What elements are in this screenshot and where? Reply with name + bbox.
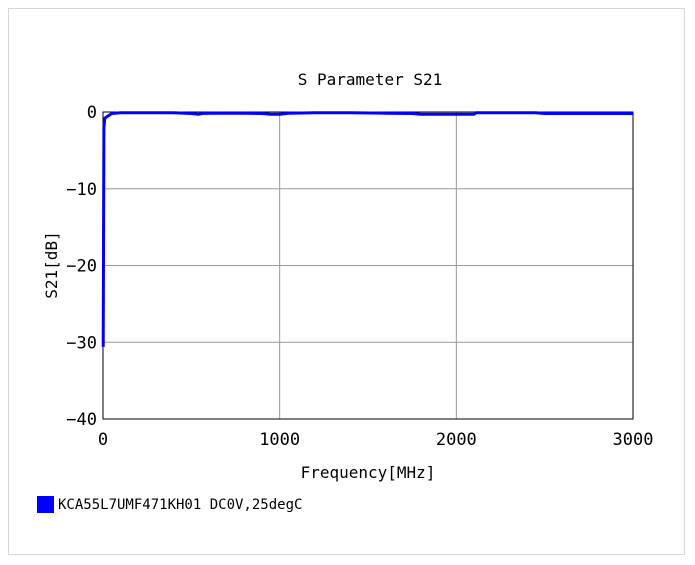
legend-swatch <box>37 496 54 513</box>
x-tick-label: 0 <box>98 430 108 450</box>
x-tick-label: 3000 <box>613 430 654 450</box>
x-tick-label: 2000 <box>436 430 477 450</box>
x-tick-labels: 0 1000 2000 3000 <box>98 430 654 450</box>
chart-frame <box>8 8 685 555</box>
x-tick-label: 1000 <box>259 430 300 450</box>
y-tick-label: −20 <box>66 257 97 277</box>
legend-label: KCA55L7UMF471KH01 DC0V,25degC <box>58 496 303 513</box>
y-tick-label: −40 <box>66 410 97 430</box>
legend: KCA55L7UMF471KH01 DC0V,25degC <box>37 496 302 513</box>
chart-title: S Parameter S21 <box>298 70 443 89</box>
x-axis-label: Frequency[MHz] <box>301 463 436 482</box>
y-axis-label: S21[dB] <box>42 231 61 298</box>
y-tick-label: 0 <box>87 103 97 123</box>
y-tick-label: −10 <box>66 180 97 200</box>
series-line-0 <box>101 111 633 347</box>
y-tick-label: −30 <box>66 333 97 353</box>
y-tick-labels: 0 −10 −20 −30 −40 <box>66 103 97 430</box>
grid-lines <box>102 111 634 420</box>
series-group <box>101 111 633 347</box>
